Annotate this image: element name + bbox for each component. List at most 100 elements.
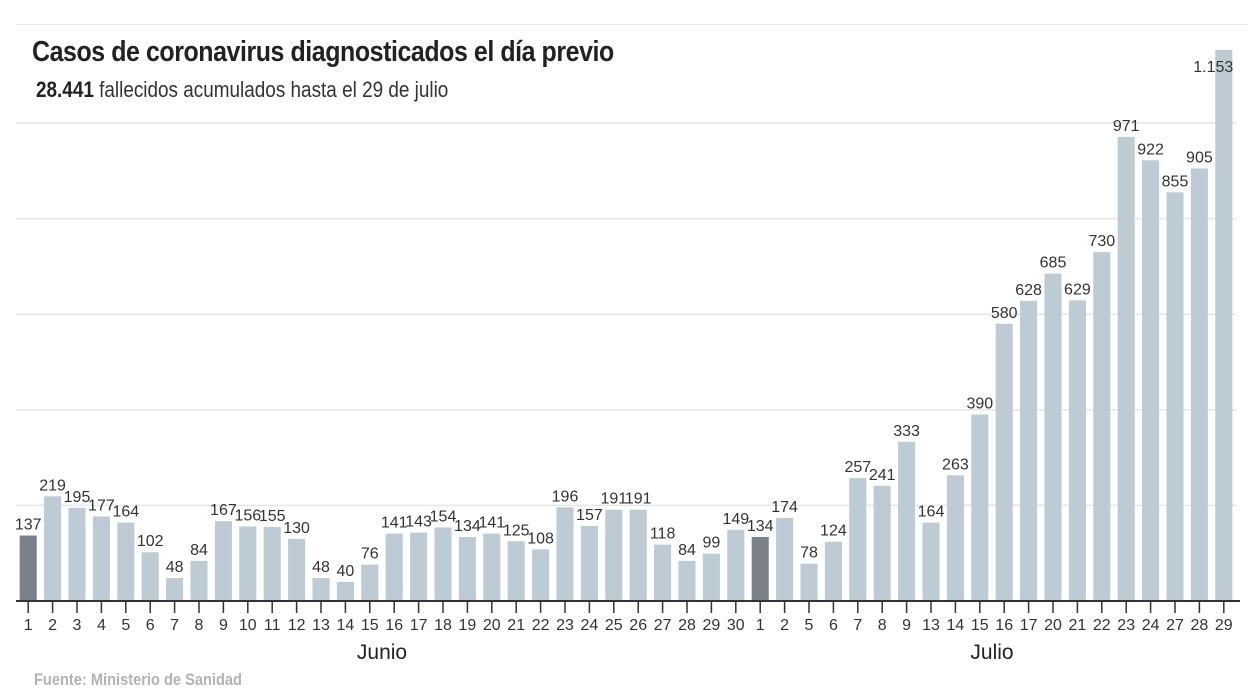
x-tick-label: 13 xyxy=(312,617,330,634)
bar-julio-8 xyxy=(873,485,891,601)
value-label: 164 xyxy=(112,504,139,521)
x-tick-label: 23 xyxy=(556,617,574,634)
value-label: 118 xyxy=(650,526,676,543)
value-label: 174 xyxy=(771,499,798,516)
bar-julio-6 xyxy=(824,541,842,601)
chart-subtitle: 28.441 fallecidos acumulados hasta el 29… xyxy=(36,77,448,103)
x-tick-label: 12 xyxy=(288,617,306,634)
bar-julio-15 xyxy=(971,414,989,601)
value-label: 154 xyxy=(430,508,457,525)
bar-julio-27 xyxy=(1166,192,1184,601)
bar-junio-23 xyxy=(556,507,574,601)
value-label: 149 xyxy=(722,511,749,528)
value-label: 167 xyxy=(210,502,237,519)
value-label: 730 xyxy=(1088,233,1115,250)
bar-junio-19 xyxy=(458,536,476,601)
bar-julio-16 xyxy=(995,323,1013,601)
bar-junio-3 xyxy=(68,507,86,601)
x-tick-label: 6 xyxy=(146,617,155,634)
x-tick-label: 23 xyxy=(1117,617,1135,634)
value-label: 143 xyxy=(405,514,432,531)
x-tick-label: 24 xyxy=(1142,617,1160,634)
bar-junio-10 xyxy=(239,526,257,601)
x-tick-label: 29 xyxy=(1215,617,1233,634)
x-tick-label: 2 xyxy=(48,617,57,634)
bar-junio-4 xyxy=(92,516,110,601)
x-tick-label: 4 xyxy=(97,617,106,634)
bar-junio-25 xyxy=(605,509,623,601)
bar-junio-21 xyxy=(507,541,525,601)
x-tick-label: 9 xyxy=(219,617,228,634)
value-label: 1.153 xyxy=(1193,59,1233,76)
top-divider xyxy=(16,24,1248,25)
value-label: 177 xyxy=(88,497,115,514)
value-label: 219 xyxy=(39,477,66,494)
month-label-julio: Julio xyxy=(970,641,1013,664)
value-label: 48 xyxy=(166,559,184,576)
bar-junio-18 xyxy=(434,527,452,601)
x-tick-label: 16 xyxy=(385,617,403,634)
bar-junio-6 xyxy=(141,552,159,601)
value-label: 84 xyxy=(190,542,208,559)
x-tick-label: 21 xyxy=(1069,617,1087,634)
bar-junio-29 xyxy=(702,553,720,601)
value-label: 137 xyxy=(15,517,42,534)
value-label: 157 xyxy=(576,507,603,524)
x-tick-label: 8 xyxy=(195,617,204,634)
x-tick-label: 29 xyxy=(703,617,721,634)
bar-junio-15 xyxy=(361,564,379,601)
x-tick-label: 18 xyxy=(434,617,452,634)
x-tick-label: 1 xyxy=(24,617,33,634)
value-label: 108 xyxy=(527,530,554,547)
chart-title: Casos de coronavirus diagnosticados el d… xyxy=(32,36,614,68)
x-tick-label: 28 xyxy=(678,617,696,634)
x-tick-label: 30 xyxy=(727,617,745,634)
bar-julio-20 xyxy=(1044,273,1062,601)
value-label: 922 xyxy=(1137,141,1164,158)
x-tick-label: 27 xyxy=(654,617,672,634)
bar-junio-5 xyxy=(117,522,135,601)
value-label: 102 xyxy=(137,533,164,550)
bar-julio-23 xyxy=(1117,136,1135,601)
bar-junio-11 xyxy=(263,526,281,601)
value-label: 141 xyxy=(478,515,505,532)
x-tick-label: 3 xyxy=(73,617,82,634)
value-label: 263 xyxy=(942,456,969,473)
x-tick-label: 5 xyxy=(121,617,130,634)
value-label: 78 xyxy=(800,545,818,562)
value-label: 40 xyxy=(337,563,355,580)
value-label: 195 xyxy=(64,489,91,506)
value-label: 971 xyxy=(1113,118,1140,135)
bar-junio-7 xyxy=(166,578,184,601)
x-tick-label: 10 xyxy=(239,617,257,634)
value-label: 580 xyxy=(991,305,1018,322)
x-axis: 1 2 3 4 5 6 7 8 9 10 11 12 13 14 15 16 17 18 19 20 21 22 23 24 2… xyxy=(16,600,1240,664)
bar-junio-28 xyxy=(678,560,696,601)
x-tick-label: 7 xyxy=(170,617,179,634)
total-deaths-value: 28.441 xyxy=(36,77,94,102)
x-tick-label: 19 xyxy=(459,617,477,634)
bar-junio-30 xyxy=(727,529,745,601)
bar-junio-12 xyxy=(288,538,306,601)
value-label: 84 xyxy=(678,542,696,559)
x-tick-label: 22 xyxy=(1093,617,1111,634)
value-label: 191 xyxy=(625,491,652,508)
value-label: 99 xyxy=(703,535,721,552)
x-tick-label: 5 xyxy=(805,617,814,634)
x-tick-label: 15 xyxy=(361,617,379,634)
bar-julio-24 xyxy=(1142,160,1160,601)
x-tick-label: 1 xyxy=(756,617,765,634)
bar-julio-28 xyxy=(1190,168,1208,601)
x-tick-label: 20 xyxy=(483,617,501,634)
bar-julio-9 xyxy=(898,441,916,601)
x-tick-label: 20 xyxy=(1044,617,1062,634)
value-label: 134 xyxy=(454,518,481,535)
x-tick-label: 6 xyxy=(829,617,838,634)
value-label: 125 xyxy=(503,522,530,539)
x-tick-label: 17 xyxy=(410,617,428,634)
month-label-junio: Junio xyxy=(357,641,407,664)
bar-junio-2 xyxy=(44,496,62,601)
x-tick-label: 22 xyxy=(532,617,550,634)
x-tick-label: 17 xyxy=(1020,617,1038,634)
